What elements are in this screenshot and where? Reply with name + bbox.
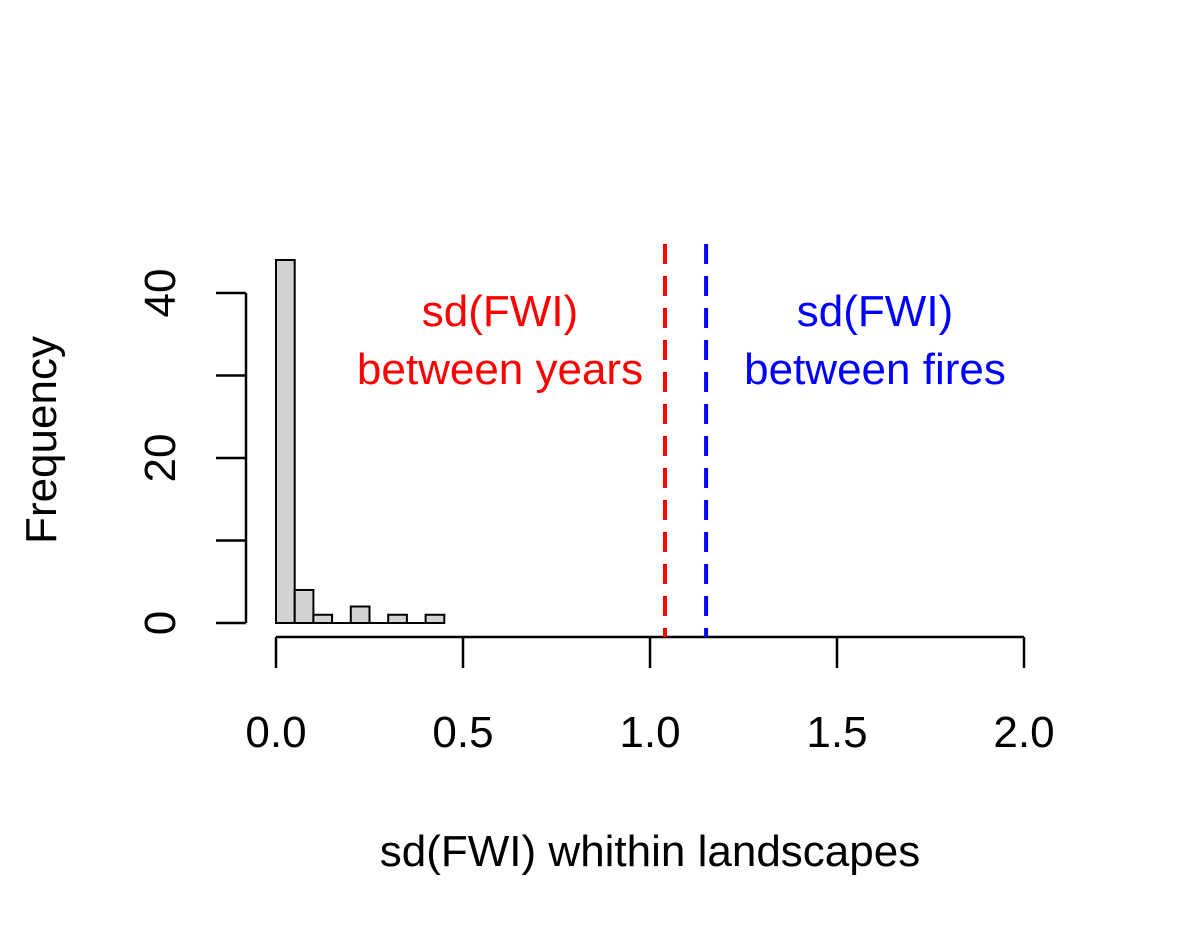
histogram-bars	[275, 259, 446, 624]
histogram-bar	[349, 605, 371, 624]
y-tick-label: 20	[136, 434, 185, 483]
x-tick-label: 1.5	[806, 708, 867, 757]
histogram-bar	[424, 613, 446, 624]
x-tick-label: 0.5	[432, 708, 493, 757]
between-fires-label-line1: sd(FWI)	[797, 287, 953, 336]
x-axis: 0.0 0.5 1.0 1.5 2.0	[245, 635, 1055, 757]
y-tick-label: 0	[136, 611, 185, 635]
histogram-bar	[275, 259, 296, 624]
y-axis: 0 20 40	[136, 269, 248, 635]
x-axis-title: sd(FWI) whithin landscapes	[380, 827, 920, 876]
between-years-label-line2: between years	[357, 345, 643, 394]
histogram-bar	[293, 589, 315, 624]
x-tick-label: 0.0	[245, 708, 306, 757]
histogram-bar	[387, 613, 408, 624]
histogram-bar	[312, 613, 334, 624]
x-tick-label: 2.0	[993, 708, 1054, 757]
between-years-label-line1: sd(FWI)	[422, 287, 578, 336]
x-tick-label: 1.0	[619, 708, 680, 757]
y-tick-label: 40	[136, 269, 185, 318]
y-axis-title: Frequency	[17, 336, 66, 544]
between-fires-label-line2: between fires	[744, 345, 1006, 394]
reference-lines	[662, 244, 709, 637]
